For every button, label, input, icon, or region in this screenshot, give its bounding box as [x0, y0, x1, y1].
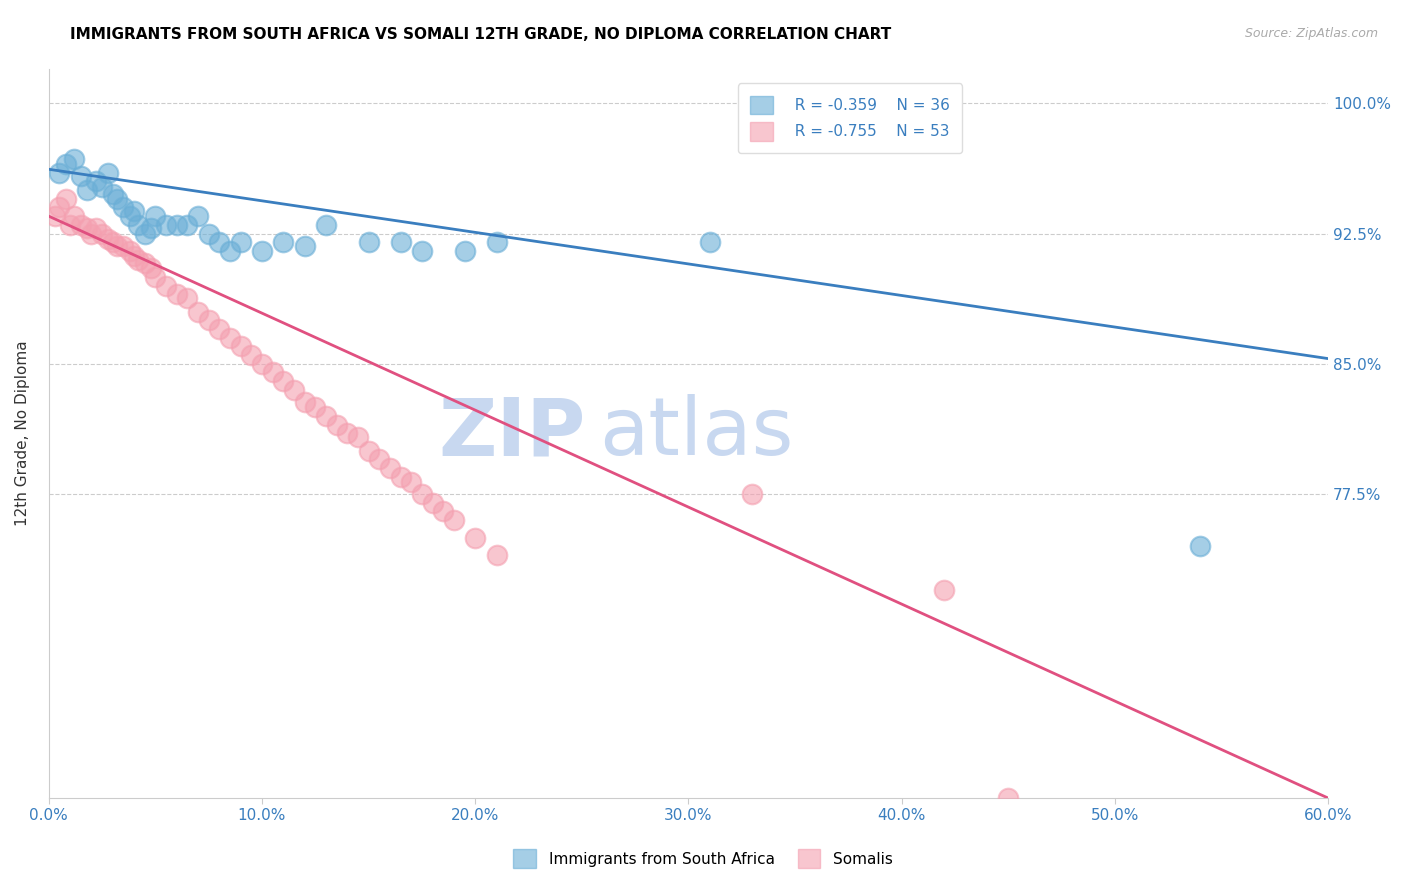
Point: [485, 235, 508, 250]
Point: [122, 249, 145, 263]
Point: [283, 383, 305, 397]
Point: [118, 209, 141, 223]
Point: [304, 401, 326, 415]
Text: Source: ZipAtlas.com: Source: ZipAtlas.com: [1244, 27, 1378, 40]
Point: [485, 548, 508, 562]
Point: [101, 186, 124, 201]
Point: [240, 348, 263, 362]
Point: [464, 531, 486, 545]
Point: [91, 179, 114, 194]
Point: [69, 169, 91, 184]
Point: [48, 166, 70, 180]
Point: [443, 513, 465, 527]
Y-axis label: 12th Grade, No Diploma: 12th Grade, No Diploma: [15, 341, 30, 526]
Point: [411, 487, 433, 501]
Point: [347, 430, 370, 444]
Point: [1189, 539, 1212, 553]
Point: [145, 269, 167, 284]
Point: [166, 218, 188, 232]
Point: [399, 475, 422, 489]
Point: [55, 157, 77, 171]
Point: [63, 152, 86, 166]
Point: [166, 287, 188, 301]
Point: [271, 235, 294, 250]
Point: [997, 791, 1019, 805]
Point: [105, 192, 128, 206]
Point: [357, 443, 380, 458]
Point: [378, 461, 401, 475]
Point: [176, 291, 198, 305]
Point: [741, 487, 763, 501]
Point: [422, 496, 444, 510]
Point: [699, 235, 721, 250]
Point: [84, 221, 107, 235]
Point: [294, 238, 316, 252]
Legend: Immigrants from South Africa, Somalis: Immigrants from South Africa, Somalis: [506, 841, 900, 875]
Point: [187, 304, 209, 318]
Point: [453, 244, 475, 258]
Point: [155, 218, 177, 232]
Point: [127, 252, 149, 267]
Point: [80, 227, 103, 241]
Point: [197, 313, 219, 327]
Text: ZIP: ZIP: [439, 394, 586, 472]
Point: [145, 209, 167, 223]
Point: [127, 218, 149, 232]
Point: [187, 209, 209, 223]
Point: [389, 469, 412, 483]
Point: [432, 504, 454, 518]
Point: [271, 374, 294, 388]
Point: [84, 174, 107, 188]
Point: [368, 452, 391, 467]
Point: [208, 235, 231, 250]
Point: [44, 209, 66, 223]
Point: [315, 409, 337, 423]
Point: [411, 244, 433, 258]
Point: [63, 209, 86, 223]
Point: [176, 218, 198, 232]
Point: [155, 278, 177, 293]
Point: [122, 203, 145, 218]
Point: [336, 426, 359, 441]
Point: [315, 218, 337, 232]
Point: [134, 227, 156, 241]
Text: atlas: atlas: [599, 394, 793, 472]
Point: [134, 256, 156, 270]
Point: [112, 201, 135, 215]
Point: [139, 221, 162, 235]
Point: [59, 218, 82, 232]
Point: [97, 166, 120, 180]
Point: [219, 244, 242, 258]
Point: [69, 218, 91, 232]
Point: [229, 339, 252, 353]
Point: [76, 221, 98, 235]
Point: [97, 232, 120, 246]
Text: IMMIGRANTS FROM SOUTH AFRICA VS SOMALI 12TH GRADE, NO DIPLOMA CORRELATION CHART: IMMIGRANTS FROM SOUTH AFRICA VS SOMALI 1…: [70, 27, 891, 42]
Point: [118, 244, 141, 258]
Point: [105, 238, 128, 252]
Point: [294, 395, 316, 409]
Point: [55, 192, 77, 206]
Point: [101, 235, 124, 250]
Point: [48, 201, 70, 215]
Point: [250, 244, 273, 258]
Point: [112, 238, 135, 252]
Point: [139, 261, 162, 276]
Point: [208, 322, 231, 336]
Point: [389, 235, 412, 250]
Point: [250, 357, 273, 371]
Point: [197, 227, 219, 241]
Point: [934, 582, 956, 597]
Point: [229, 235, 252, 250]
Point: [76, 183, 98, 197]
Point: [357, 235, 380, 250]
Point: [262, 366, 284, 380]
Point: [91, 227, 114, 241]
Point: [219, 331, 242, 345]
Legend:   R = -0.359    N = 36,   R = -0.755    N = 53: R = -0.359 N = 36, R = -0.755 N = 53: [738, 84, 962, 153]
Point: [325, 417, 347, 432]
